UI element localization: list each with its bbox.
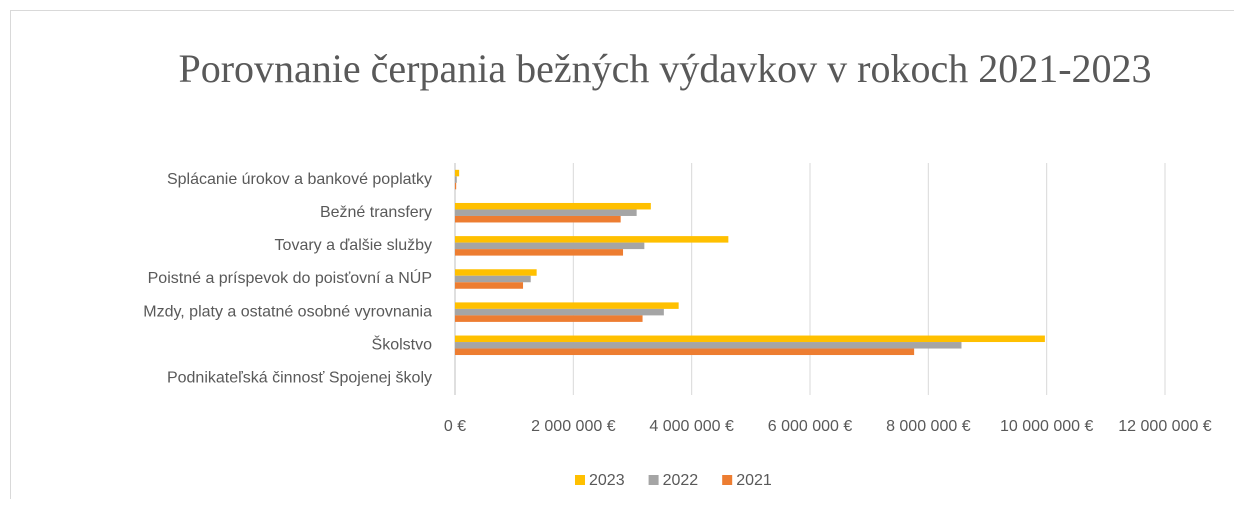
- bar: [455, 302, 679, 309]
- chart-title: Porovnanie čerpania bežných výdavkov v r…: [178, 46, 1152, 91]
- x-tick-label: 12 000 000 €: [1118, 418, 1212, 435]
- bar: [455, 348, 915, 356]
- y-tick-label: Školstvo: [372, 335, 433, 354]
- bar: [455, 169, 460, 177]
- x-tick-label: 6 000 000 €: [768, 418, 853, 435]
- chart-frame: [10, 10, 1234, 499]
- bar: [455, 202, 651, 210]
- x-tick-label: 2 000 000 €: [531, 418, 616, 435]
- y-tick-label: Mzdy, platy a ostatné osobné vyrovnania: [143, 303, 432, 320]
- bar: [455, 282, 524, 289]
- bar: [455, 275, 531, 283]
- y-tick-label: Splácanie úrokov a bankové poplatky: [167, 171, 432, 188]
- y-tick-label: Tovary a ďalšie služby: [275, 237, 432, 254]
- bar: [455, 242, 645, 250]
- bar: [455, 315, 643, 322]
- legend-label: 2022: [663, 472, 699, 489]
- y-tick-label: Poistné a príspevok do poisťovní a NÚP: [148, 268, 432, 287]
- x-tick-label: 0 €: [444, 418, 466, 435]
- bar: [455, 209, 637, 216]
- bar: [455, 342, 962, 349]
- legend-label: 2021: [736, 472, 772, 489]
- y-tick-label: Podnikateľská činnosť Spojenej školy: [167, 370, 432, 387]
- x-tick-label: 4 000 000 €: [649, 418, 734, 435]
- x-tick-label: 10 000 000 €: [1000, 418, 1094, 435]
- bar: [455, 176, 457, 183]
- x-tick-label: 8 000 000 €: [886, 418, 971, 435]
- bar: [455, 249, 624, 256]
- legend-swatch: [648, 475, 659, 485]
- bar: [455, 182, 457, 190]
- legend-swatch: [722, 475, 733, 485]
- bar: [455, 269, 537, 276]
- legend-swatch: [575, 475, 585, 485]
- bar: [455, 308, 664, 316]
- bar: [455, 236, 729, 243]
- legend-label: 2023: [589, 472, 625, 489]
- bar: [455, 335, 1045, 343]
- y-tick-label: Bežné transfery: [320, 204, 432, 221]
- bar: [455, 215, 621, 223]
